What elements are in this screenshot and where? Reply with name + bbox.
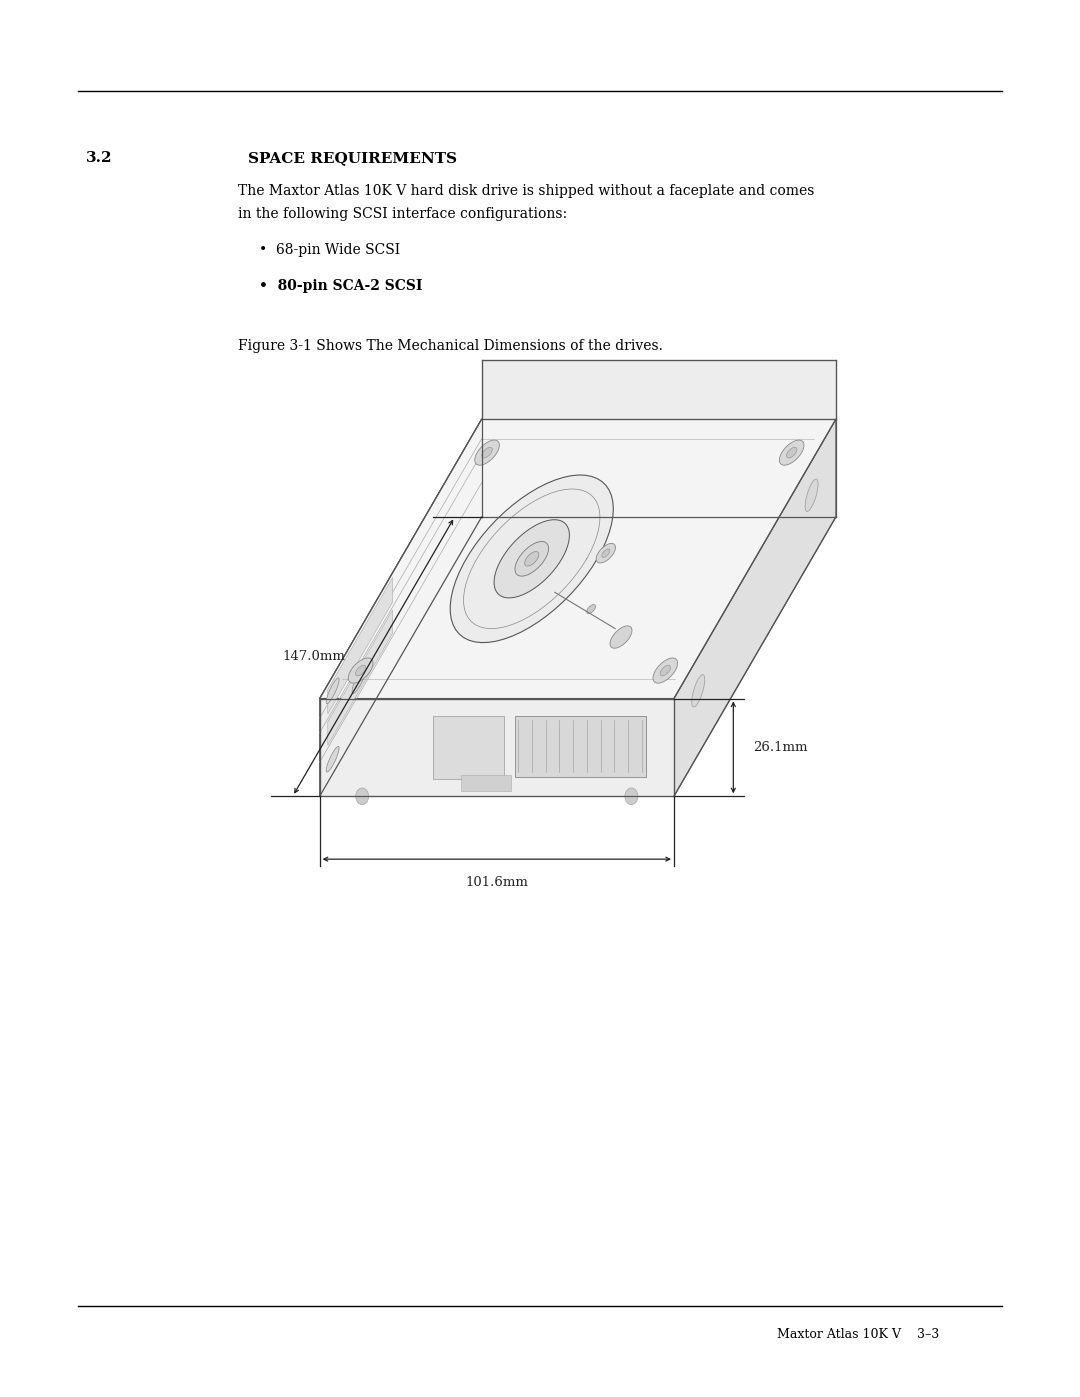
Polygon shape <box>320 698 674 796</box>
Polygon shape <box>433 717 504 778</box>
Polygon shape <box>786 447 797 458</box>
Polygon shape <box>602 549 610 557</box>
Polygon shape <box>450 475 613 643</box>
Polygon shape <box>355 665 366 676</box>
Polygon shape <box>461 775 511 791</box>
Polygon shape <box>482 447 492 458</box>
Text: Figure 3-1 Shows The Mechanical Dimensions of the drives.: Figure 3-1 Shows The Mechanical Dimensio… <box>238 339 662 353</box>
Polygon shape <box>653 658 677 683</box>
Text: in the following SCSI interface configurations:: in the following SCSI interface configur… <box>238 207 567 221</box>
Text: •  68-pin Wide SCSI: • 68-pin Wide SCSI <box>259 243 401 257</box>
Polygon shape <box>320 419 836 698</box>
Polygon shape <box>352 662 368 693</box>
Polygon shape <box>806 479 819 511</box>
Text: SPACE REQUIREMENTS: SPACE REQUIREMENTS <box>248 151 458 165</box>
Polygon shape <box>494 520 569 598</box>
Polygon shape <box>674 419 836 796</box>
Polygon shape <box>349 658 373 683</box>
Text: Maxtor Atlas 10K V    3–3: Maxtor Atlas 10K V 3–3 <box>778 1329 940 1341</box>
Polygon shape <box>326 746 339 773</box>
Polygon shape <box>327 610 393 745</box>
Polygon shape <box>660 665 671 676</box>
Polygon shape <box>596 543 616 563</box>
Polygon shape <box>692 675 704 707</box>
Circle shape <box>625 788 638 805</box>
Polygon shape <box>525 552 539 566</box>
Text: 3.2: 3.2 <box>86 151 113 165</box>
Text: 101.6mm: 101.6mm <box>465 876 528 888</box>
Polygon shape <box>326 678 339 704</box>
Text: •  80-pin SCA-2 SCSI: • 80-pin SCA-2 SCSI <box>259 279 422 293</box>
Polygon shape <box>327 578 393 714</box>
Text: 147.0mm: 147.0mm <box>283 650 346 664</box>
Polygon shape <box>320 419 482 796</box>
Polygon shape <box>514 717 646 777</box>
Circle shape <box>355 788 368 805</box>
Polygon shape <box>780 440 804 465</box>
Polygon shape <box>586 605 595 613</box>
Polygon shape <box>475 440 499 465</box>
Text: The Maxtor Atlas 10K V hard disk drive is shipped without a faceplate and comes: The Maxtor Atlas 10K V hard disk drive i… <box>238 184 814 198</box>
Polygon shape <box>482 360 836 419</box>
Polygon shape <box>610 626 632 648</box>
Text: 26.1mm: 26.1mm <box>753 740 807 754</box>
Polygon shape <box>515 542 549 576</box>
